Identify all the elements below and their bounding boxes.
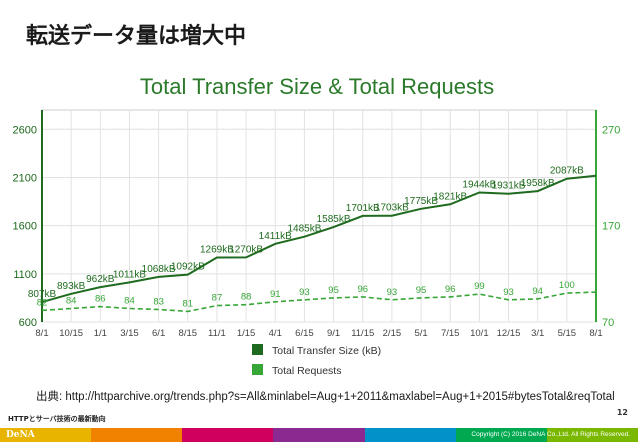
data-label-transfer-size: 1011kB: [113, 269, 147, 280]
data-label-requests: 93: [387, 287, 398, 298]
data-label-requests: 87: [212, 293, 223, 304]
data-label-transfer-size: 1821kB: [433, 191, 467, 202]
data-label-requests: 95: [416, 285, 427, 296]
data-label-transfer-size: 1092kB: [171, 262, 205, 273]
footer-color-bar: [0, 428, 638, 442]
y-left-tick-label: 600: [19, 317, 37, 329]
x-tick-label: 8/1: [589, 328, 602, 339]
plot-area: [41, 109, 597, 323]
data-label-transfer-size: 1270kB: [229, 244, 263, 255]
source-citation: 出典: http://httparchive.org/trends.php?s=…: [36, 391, 615, 403]
data-label-requests: 82: [37, 297, 48, 308]
data-label-transfer-size: 1585kB: [317, 214, 351, 225]
legend-swatch: [252, 344, 263, 355]
data-label-requests: 94: [532, 286, 543, 297]
chart-axes: 600 1100 1600 2100 2600 70 170 270 8/1 10/15 1/1 3/…: [13, 110, 620, 339]
y-left-tick-label: 2100: [13, 172, 37, 184]
footer-color-segment: [91, 428, 183, 442]
legend-label: Total Requests: [272, 365, 341, 377]
data-label-requests: 100: [559, 280, 575, 291]
y-left-tick-label: 1600: [13, 221, 37, 233]
data-label-transfer-size: 1775kB: [404, 196, 438, 207]
series-line-transfer-size: [41, 174, 597, 304]
data-label-requests: 84: [66, 296, 77, 307]
data-label-requests: 93: [503, 287, 514, 298]
x-tick-label: 5/15: [558, 328, 577, 339]
page-number: 12: [616, 408, 628, 417]
data-label-transfer-size: 2087kB: [550, 166, 584, 177]
data-label-transfer-size: 1269kB: [200, 245, 234, 256]
footer-color-segment: [273, 428, 365, 442]
slide-title: 転送データ量は増大中: [26, 24, 247, 49]
data-label-requests: 91: [270, 289, 281, 300]
x-tick-label: 6/15: [295, 328, 314, 339]
chart-lines: [41, 174, 597, 313]
x-tick-label: 2/15: [383, 328, 402, 339]
data-label-requests: 96: [445, 284, 456, 295]
x-tick-label: 10/15: [59, 328, 83, 339]
data-label-requests: 81: [183, 298, 194, 309]
data-label-requests: 95: [328, 285, 339, 296]
footer-color-segment: [364, 428, 456, 442]
y-left-tick-label: 2600: [13, 124, 37, 136]
data-label-transfer-size: 1931kB: [492, 181, 526, 192]
footer-color-segment: [0, 428, 92, 442]
x-tick-label: 3/1: [531, 328, 544, 339]
x-tick-label: 4/1: [269, 328, 282, 339]
data-label-transfer-size: 893kB: [57, 281, 86, 292]
data-label-transfer-size: 1701kB: [346, 203, 380, 214]
x-tick-label: 8/15: [179, 328, 198, 339]
x-tick-label: 1/15: [237, 328, 256, 339]
chart-data-labels: 807kB893kB962kB1011kB1068kB1092kB1269kB1…: [28, 166, 584, 310]
legend-swatch: [252, 364, 263, 375]
data-label-requests: 86: [95, 294, 106, 305]
data-label-transfer-size: 1485kB: [287, 224, 321, 235]
x-tick-label: 8/1: [35, 328, 48, 339]
y-left-tick-label: 1100: [13, 269, 37, 281]
x-tick-label: 11/1: [208, 328, 226, 339]
chart-grid: [41, 109, 597, 323]
x-tick-label: 10/1: [470, 328, 489, 339]
footer-presentation-title: HTTPとサーバ技術の最新動向: [8, 415, 106, 423]
x-tick-label: 5/1: [414, 328, 427, 339]
data-label-requests: 88: [241, 292, 252, 303]
y-right-tick-label: 70: [602, 317, 614, 329]
y-right-tick-label: 170: [602, 221, 620, 233]
y-right-tick-label: 270: [602, 124, 620, 136]
x-tick-label: 6/1: [152, 328, 165, 339]
chart-title: Total Transfer Size & Total Requests: [140, 74, 494, 99]
data-label-requests: 93: [299, 287, 310, 298]
legend-label: Total Transfer Size (kB): [272, 345, 381, 357]
data-label-requests: 83: [153, 296, 164, 307]
x-tick-label: 11/15: [351, 328, 374, 339]
data-label-transfer-size: 1944kB: [462, 179, 496, 190]
x-tick-label: 3/15: [120, 328, 139, 339]
footer-color-segment: [182, 428, 274, 442]
data-label-transfer-size: 962kB: [86, 274, 115, 285]
chart-legend: Total Transfer Size (kB) Total Requests: [252, 344, 381, 377]
series-line-requests: [41, 291, 597, 313]
x-tick-label: 7/15: [441, 328, 460, 339]
data-label-requests: 84: [124, 296, 135, 307]
footer-color-segment: [546, 428, 638, 442]
x-tick-label: 12/15: [497, 328, 521, 339]
data-label-transfer-size: 807kB: [28, 289, 57, 300]
chart: Total Transfer Size & Total Requests 600…: [13, 74, 621, 377]
x-tick-label: 9/1: [327, 328, 340, 339]
dena-logo: DeNA: [6, 430, 35, 440]
data-label-transfer-size: 1068kB: [142, 264, 176, 275]
data-label-transfer-size: 1411kB: [259, 231, 293, 242]
data-label-requests: 96: [357, 284, 368, 295]
data-label-requests: 99: [474, 281, 485, 292]
copyright-notice: Copyright (C) 2016 DeNA Co.,Ltd. All Rig…: [471, 431, 630, 438]
footer-color-segment: [455, 428, 547, 442]
data-label-transfer-size: 1958kB: [521, 178, 555, 189]
x-tick-label: 1/1: [94, 328, 107, 339]
data-label-transfer-size: 1703kB: [375, 203, 409, 214]
